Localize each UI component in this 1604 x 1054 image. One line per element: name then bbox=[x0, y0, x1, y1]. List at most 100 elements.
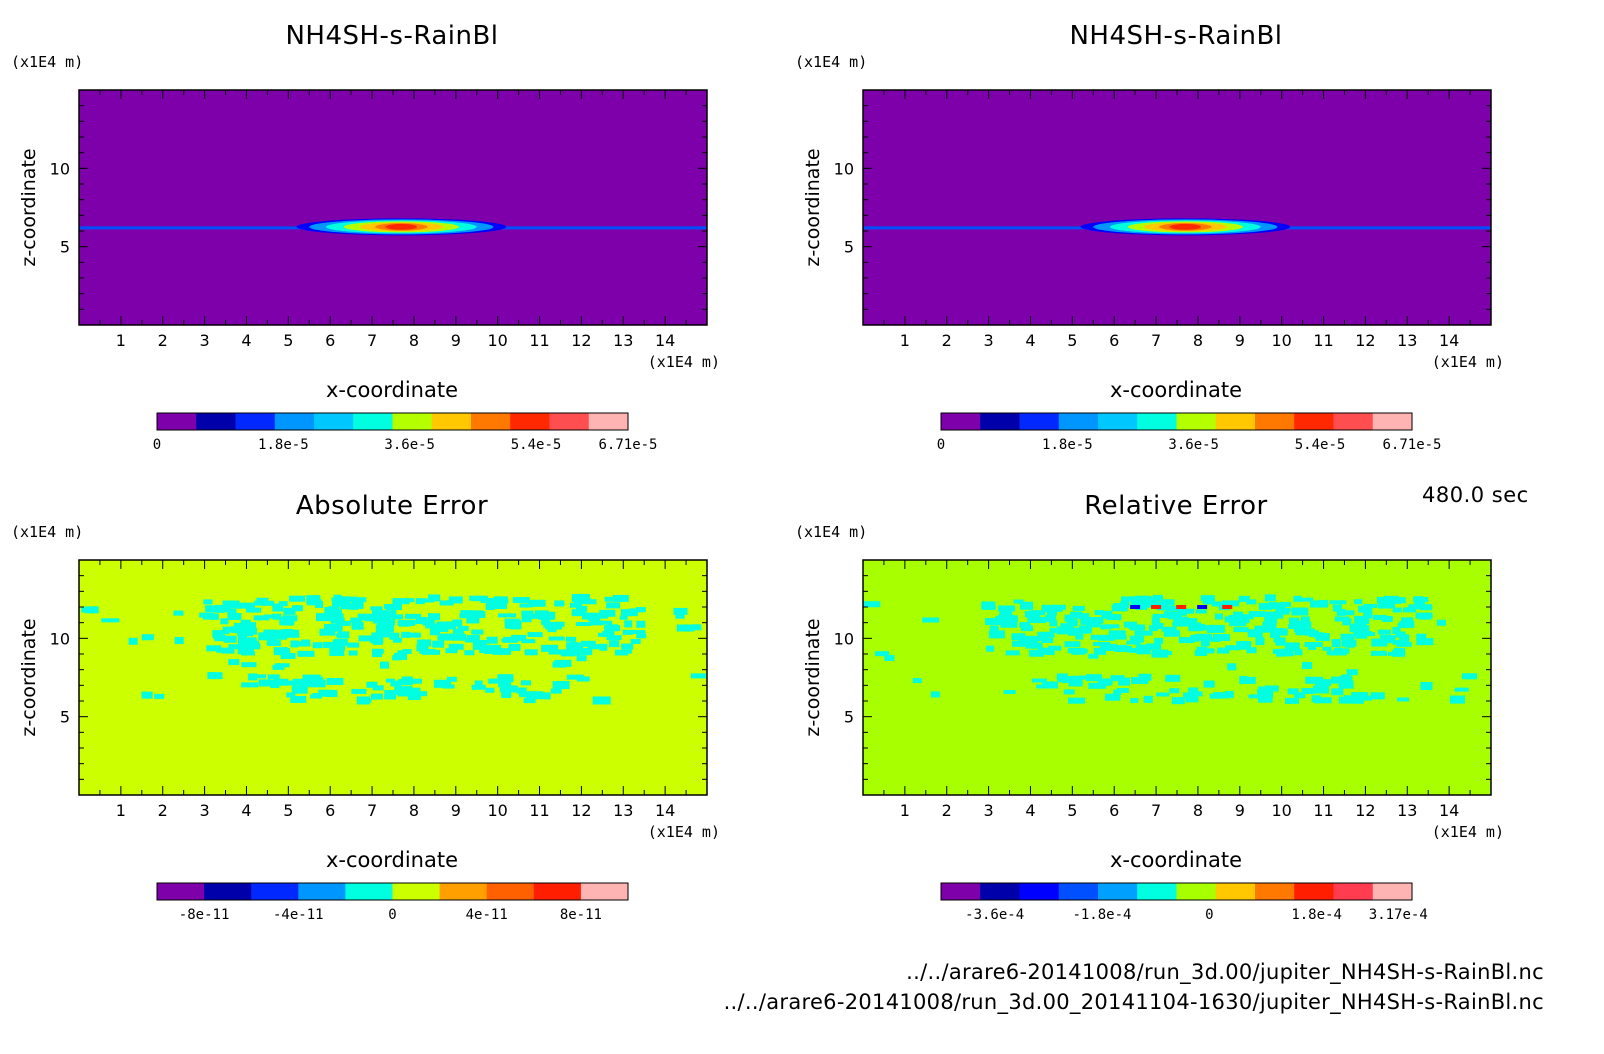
x-tick-label: 8 bbox=[1193, 331, 1203, 350]
error-patch bbox=[1029, 610, 1046, 616]
error-patch bbox=[542, 692, 551, 700]
chart-title: Relative Error bbox=[1084, 491, 1268, 521]
error-patch bbox=[1188, 687, 1199, 695]
colorbar-frame bbox=[156, 412, 629, 431]
error-patch bbox=[1312, 685, 1329, 694]
error-patch bbox=[1285, 697, 1300, 704]
y-tick-label: 5 bbox=[60, 708, 70, 727]
error-patch bbox=[547, 621, 565, 627]
error-patch bbox=[1029, 649, 1045, 657]
error-patch bbox=[1075, 633, 1084, 640]
error-patch bbox=[1020, 601, 1034, 610]
error-patch bbox=[1165, 605, 1183, 611]
error-patch bbox=[676, 624, 694, 632]
error-patch bbox=[227, 608, 237, 614]
error-patch bbox=[636, 620, 646, 628]
error-patch bbox=[1246, 599, 1257, 605]
error-patch bbox=[1371, 638, 1388, 647]
error-patch bbox=[1305, 676, 1324, 684]
error-patch bbox=[1206, 624, 1225, 633]
error-patch bbox=[930, 691, 940, 698]
error-patch bbox=[206, 645, 222, 652]
source-file-2: ../../arare6-20141008/run_3d.00_20141104… bbox=[723, 990, 1544, 1014]
error-patch bbox=[372, 650, 383, 658]
error-patch bbox=[521, 639, 536, 644]
error-patch bbox=[1031, 678, 1047, 683]
error-patch bbox=[1128, 625, 1138, 630]
error-patch bbox=[541, 616, 551, 625]
error-patch bbox=[1097, 634, 1115, 641]
error-patch bbox=[335, 596, 351, 603]
colorbar-tick-label: -8e-11 bbox=[179, 907, 230, 923]
error-patch bbox=[422, 619, 435, 626]
error-patch bbox=[1288, 624, 1303, 630]
error-patch bbox=[999, 605, 1009, 610]
error-patch bbox=[499, 685, 518, 693]
plot-area bbox=[863, 90, 1491, 325]
error-patch bbox=[1254, 625, 1272, 633]
x-tick-label: 8 bbox=[1193, 801, 1203, 820]
error-patch bbox=[527, 632, 543, 638]
x-tick-label: 1 bbox=[116, 331, 126, 350]
plot-area bbox=[79, 560, 707, 795]
x-tick-label: 1 bbox=[900, 331, 910, 350]
colorbar-segment bbox=[1137, 883, 1178, 900]
error-patch bbox=[1108, 630, 1126, 636]
error-patch bbox=[1264, 611, 1277, 620]
error-patch bbox=[1301, 688, 1315, 695]
colorbar-segment bbox=[1294, 883, 1335, 900]
error-patch bbox=[1337, 610, 1355, 616]
error-patch bbox=[372, 685, 384, 691]
error-patch bbox=[1356, 695, 1373, 701]
error-patch bbox=[393, 652, 407, 660]
error-patch bbox=[1332, 604, 1342, 612]
error-patch bbox=[1049, 620, 1058, 627]
x-tick-label: 5 bbox=[283, 331, 293, 350]
error-patch bbox=[484, 649, 495, 655]
error-patch bbox=[485, 687, 495, 693]
error-patch bbox=[1349, 623, 1367, 631]
error-patch bbox=[1041, 604, 1057, 611]
colorbar-segment bbox=[1058, 413, 1099, 430]
error-patch bbox=[1213, 692, 1223, 699]
error-patch bbox=[1278, 608, 1291, 613]
error-patch bbox=[1018, 638, 1032, 644]
error-patch bbox=[141, 691, 153, 699]
error-patch bbox=[988, 630, 1005, 639]
error-patch bbox=[989, 625, 999, 633]
error-patch bbox=[1331, 676, 1349, 684]
error-patch bbox=[1165, 674, 1181, 682]
error-patch bbox=[241, 662, 257, 668]
error-patch bbox=[237, 602, 255, 609]
x-tick-label: 11 bbox=[529, 801, 549, 820]
error-patch bbox=[333, 638, 348, 646]
error-patch bbox=[620, 609, 638, 617]
error-patch bbox=[1194, 649, 1207, 656]
error-patch bbox=[604, 596, 613, 602]
error-patch bbox=[326, 613, 344, 621]
error-patch bbox=[1414, 596, 1424, 605]
error-patch bbox=[384, 694, 397, 700]
error-patch bbox=[422, 598, 435, 603]
error-patch bbox=[417, 639, 432, 647]
error-patch bbox=[397, 599, 406, 604]
error-patch bbox=[523, 698, 536, 704]
error-patch bbox=[372, 609, 382, 616]
error-patch bbox=[1025, 642, 1042, 649]
error-patch bbox=[1106, 624, 1120, 629]
x-tick-label: 3 bbox=[200, 331, 210, 350]
colorbar-tick-label: 0 bbox=[388, 907, 396, 923]
x-tick-label: 6 bbox=[325, 331, 335, 350]
error-patch bbox=[1300, 616, 1310, 623]
colorbar-segment bbox=[941, 413, 981, 430]
error-patch bbox=[884, 654, 895, 661]
x-tick-label: 11 bbox=[1313, 801, 1333, 820]
error-patch bbox=[294, 641, 306, 647]
error-patch bbox=[1013, 599, 1024, 604]
error-patch bbox=[673, 607, 688, 615]
error-patch bbox=[263, 614, 276, 619]
error-patch bbox=[357, 613, 375, 621]
x-tick-label: 3 bbox=[200, 801, 210, 820]
error-patch bbox=[101, 618, 120, 623]
colorbar-segment bbox=[345, 883, 394, 900]
